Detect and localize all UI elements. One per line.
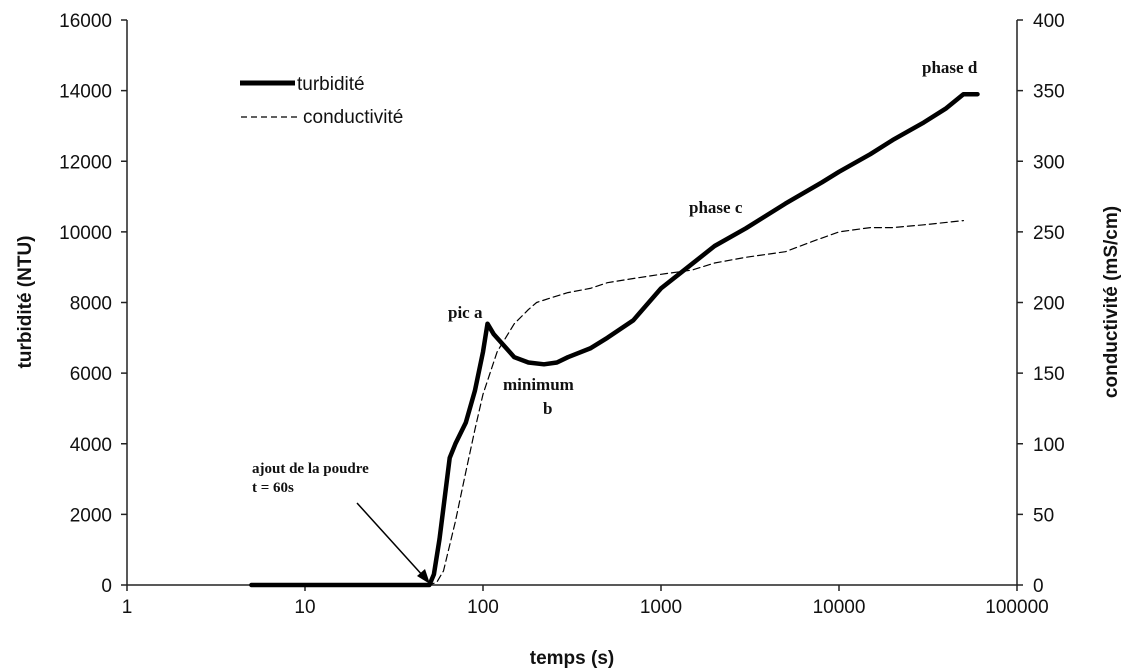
y-right-tick-label: 400: [1033, 11, 1065, 32]
y-right-tick-label: 300: [1033, 152, 1065, 173]
y-right-tick-label: 150: [1033, 364, 1065, 385]
y-right-tick-label: 350: [1033, 82, 1065, 103]
legend-turbidite-label: turbidité: [297, 74, 365, 95]
y-left-tick-label: 6000: [70, 364, 112, 385]
annotation-minimum: minimum: [503, 375, 574, 394]
y-right-tick-label: 50: [1033, 505, 1054, 526]
annotation-phase-d: phase d: [922, 58, 978, 77]
series-conductivite-line: [250, 220, 965, 586]
annotation-pic-a: pic a: [448, 303, 483, 322]
annotations: ajout de la poudre t = 60s pic a minimum…: [252, 58, 978, 584]
annotation-minimum-b: b: [543, 399, 552, 418]
x-tick-label: 1: [122, 597, 133, 618]
y-right-tick-label: 100: [1033, 435, 1065, 456]
ticks-group: 1 10 100 1000 10000 1000000200040006000800010…: [59, 11, 1065, 618]
y-right-tick-label: 200: [1033, 294, 1065, 315]
left-axis-title: turbidité (NTU): [15, 236, 36, 369]
y-left-tick-label: 4000: [70, 435, 112, 456]
legend: turbidité conductivité: [240, 74, 403, 128]
series-layer: [249, 91, 980, 588]
x-tick-label: 100: [467, 597, 499, 618]
series-turbidite-line: [249, 91, 980, 588]
x-tick-label: 100000: [985, 597, 1048, 618]
annotation-arrow-line: [356, 502, 425, 578]
y-left-tick-label: 14000: [59, 82, 112, 103]
x-axis-title: temps (s): [530, 648, 614, 669]
y-left-tick-label: 10000: [59, 223, 112, 244]
y-left-tick-label: 16000: [59, 11, 112, 32]
x-tick-label: 10000: [813, 597, 866, 618]
y-left-tick-label: 0: [101, 576, 112, 597]
y-left-tick-label: 8000: [70, 294, 112, 315]
annotation-phase-c: phase c: [689, 198, 743, 217]
y-right-tick-label: 250: [1033, 223, 1065, 244]
annotation-ajout-line2: t = 60s: [252, 480, 294, 496]
legend-conductivite-label: conductivité: [303, 107, 403, 128]
x-tick-label: 1000: [640, 597, 682, 618]
annotation-ajout-line1: ajout de la poudre: [252, 461, 369, 477]
y-left-tick-label: 12000: [59, 152, 112, 173]
annotation-arrow-head: [417, 569, 430, 584]
right-axis-title: conductivité (mS/cm): [1101, 206, 1122, 398]
y-left-tick-label: 2000: [70, 505, 112, 526]
y-right-tick-label: 0: [1033, 576, 1044, 597]
x-tick-label: 10: [294, 597, 315, 618]
